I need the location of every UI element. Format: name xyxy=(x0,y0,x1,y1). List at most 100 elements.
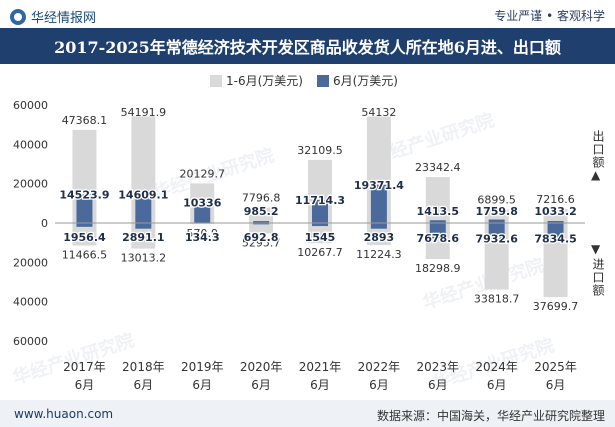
data-label-month-import: 2891.1 xyxy=(122,231,164,244)
x-tick-label: 6月 xyxy=(192,378,212,392)
data-label-cum-export: 6899.5 xyxy=(477,193,516,206)
data-label-month-export: 1033.2 xyxy=(534,205,576,218)
x-tick-label: 6月 xyxy=(75,378,95,392)
data-label-cum-import: 13013.2 xyxy=(121,252,167,265)
data-label-cum-import: 5295.7 xyxy=(242,236,281,249)
x-tick-label: 6月 xyxy=(487,378,507,392)
x-tick-label: 6月 xyxy=(134,378,154,392)
data-label-cum-export: 47368.1 xyxy=(62,114,108,127)
data-label-cum-export: 23342.4 xyxy=(415,161,461,174)
data-label-month-export: 985.2 xyxy=(244,205,279,218)
down-arrow-icon: ▼ xyxy=(591,242,601,256)
data-label-month-export: 1759.8 xyxy=(475,205,517,218)
x-tick-label: 2022年 xyxy=(358,360,401,374)
bar-month-export xyxy=(253,221,270,223)
data-label-cum-export: 7216.6 xyxy=(536,193,575,206)
bar-month-export xyxy=(194,202,211,223)
huajing-logo-icon xyxy=(10,8,26,25)
bar-month-export xyxy=(429,220,446,223)
bar-month-export xyxy=(76,194,93,223)
data-label-month-import: 7932.6 xyxy=(475,233,518,246)
x-tick-label: 2018年 xyxy=(122,360,165,374)
chart-svg: 60000 40000 20000 0 20000 40000 60000 47368.1 11… xyxy=(13,99,585,392)
y-tick-label: 40000 xyxy=(13,296,48,309)
x-tick-label: 6月 xyxy=(546,378,566,392)
x-tick-label: 6月 xyxy=(251,378,271,392)
data-label-cum-export: 54191.9 xyxy=(121,106,167,119)
y-tick-label: 20000 xyxy=(13,178,48,191)
data-label-month-export: 11714.3 xyxy=(295,194,345,207)
bar-month-import xyxy=(370,223,387,229)
data-label-month-export: 14609.1 xyxy=(118,188,168,201)
y-tick-label: 0 xyxy=(41,217,48,230)
bar-month-export xyxy=(370,184,387,223)
legend-swatch-month xyxy=(316,74,329,87)
chart-title: 2017-2025年常德经济技术开发区商品收发货人所在地6月进、出口额 xyxy=(54,38,561,57)
data-label-month-import: 7834.5 xyxy=(534,232,576,245)
bar-month-import xyxy=(253,223,270,225)
bar-cum-export xyxy=(425,177,450,223)
data-label-month-export: 19371.4 xyxy=(354,179,404,192)
legend-label-cum: 1-6月(万美元) xyxy=(226,74,303,88)
bar-cum-export xyxy=(249,207,274,223)
export-side-label: 出口额 xyxy=(591,130,605,169)
bar-month-import xyxy=(488,223,505,239)
y-tick-label: 20000 xyxy=(13,256,48,269)
x-tick-label: 2019年 xyxy=(181,360,224,374)
data-label-month-import: 2893 xyxy=(364,231,395,244)
bar-month-export xyxy=(312,199,328,223)
top-bar: 华经情报网 专业严谨 • 客观科学 xyxy=(0,0,615,28)
x-tick-label: 6月 xyxy=(428,378,448,392)
legend-swatch-cum xyxy=(210,74,222,87)
bar-month-import xyxy=(312,223,328,227)
bar-month-import xyxy=(429,223,446,239)
data-label-cum-import: 33818.7 xyxy=(474,293,520,306)
x-tick-label: 2024年 xyxy=(475,360,518,374)
x-tick-label: 2021年 xyxy=(299,360,342,374)
brand-name: 华经情报网 xyxy=(31,11,97,26)
bar-month-import xyxy=(76,223,93,227)
data-label-month-import: 692.8 xyxy=(244,231,279,244)
data-label-month-export: 10336 xyxy=(183,197,222,210)
brand[interactable]: 华经情报网 xyxy=(10,7,96,26)
data-label-cum-export: 32109.5 xyxy=(297,144,343,157)
bar-cum-import xyxy=(190,223,215,225)
data-label-month-export: 1413.5 xyxy=(417,205,459,218)
data-label-cum-export: 7796.8 xyxy=(242,192,281,205)
data-label-month-import: 7678.6 xyxy=(417,232,460,245)
bar-cum-import xyxy=(72,223,97,246)
title-bar: 2017-2025年常德经济技术开发区商品收发货人所在地6月进、出口额 xyxy=(0,28,615,64)
data-label-month-import: 134.3 xyxy=(185,231,220,244)
data-label-cum-import: 570.9 xyxy=(186,227,218,240)
bar-month-export xyxy=(547,220,564,223)
data-label-cum-import: 11224.3 xyxy=(356,248,402,261)
data-label-month-export: 14523.9 xyxy=(59,188,109,201)
bar-cum-import xyxy=(249,223,274,234)
bar-month-import xyxy=(547,223,564,239)
import-side-label: 进口额 xyxy=(591,258,605,297)
bar-cum-import xyxy=(308,223,332,244)
data-label-cum-import: 10267.7 xyxy=(297,246,343,259)
data-label-month-import: 1545 xyxy=(305,231,336,244)
bar-month-import xyxy=(135,223,152,229)
x-tick-label: 6月 xyxy=(369,378,389,392)
bar-month-export xyxy=(488,219,505,223)
bar-month-export xyxy=(135,194,152,223)
y-tick-label: 40000 xyxy=(13,138,48,151)
site-link[interactable]: www.huaon.com xyxy=(14,407,114,421)
data-label-cum-export: 20129.7 xyxy=(179,167,225,180)
x-tick-label: 2023年 xyxy=(417,360,460,374)
tagline: 专业严谨 • 客观科学 xyxy=(494,9,605,23)
data-label-month-import: 1956.4 xyxy=(63,231,106,244)
data-label-cum-import: 37699.7 xyxy=(533,300,579,313)
y-tick-label: 60000 xyxy=(13,335,48,348)
y-tick-label: 60000 xyxy=(13,99,48,112)
data-source: 数据来源：中国海关，华经产业研究院整理 xyxy=(376,409,605,423)
up-arrow-icon: ▲ xyxy=(591,168,601,182)
x-tick-label: 2025年 xyxy=(534,360,577,374)
data-label-cum-export: 54132 xyxy=(361,106,396,119)
x-tick-label: 2017年 xyxy=(63,360,106,374)
footer: www.huaon.com 数据来源：中国海关，华经产业研究院整理 xyxy=(0,400,615,427)
data-label-cum-import: 18298.9 xyxy=(415,262,461,275)
